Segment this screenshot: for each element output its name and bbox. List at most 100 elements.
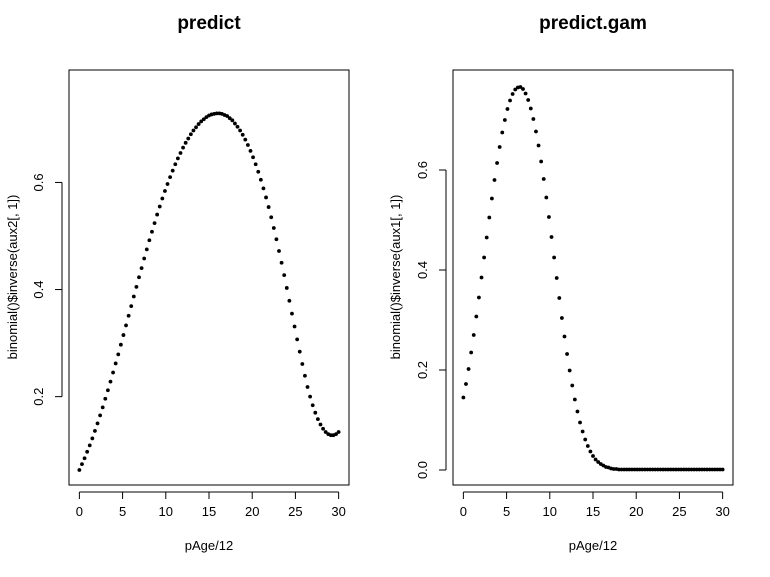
data-point [144,247,149,252]
data-point [131,294,136,299]
y-axis-label: binomial()$inverse(aux1[, 1]) [388,195,403,360]
data-points [77,111,341,472]
data-point [492,178,497,182]
data-point [196,122,201,126]
data-point [521,87,525,91]
x-tick-label: 30 [715,504,729,519]
chart-title: predict [177,13,241,34]
x-tick-label: 15 [586,504,600,519]
data-point [261,186,266,191]
x-tick-label: 10 [543,504,557,519]
x-tick-label: 15 [202,504,216,519]
data-point [173,162,178,167]
data-point [466,367,471,371]
data-point [580,429,585,434]
data-point [245,143,250,147]
data-point [318,422,323,427]
y-tick-label: 0.6 [31,173,46,191]
x-tick-label: 30 [331,504,345,519]
data-point [238,128,243,133]
data-point [116,352,121,357]
data-point [284,286,289,290]
y-tick-label: 0.6 [415,161,430,179]
data-point [310,403,315,408]
y-tick-label: 0.4 [31,281,46,299]
data-point [323,430,328,434]
data-point [513,87,518,92]
data-point [315,417,320,422]
data-point [227,116,232,121]
data-point [77,468,82,472]
data-point [497,145,502,149]
data-point [471,333,476,337]
data-point [487,215,492,220]
data-point [248,148,253,153]
x-tick-label: 5 [503,504,510,519]
y-tick-label: 0.0 [415,461,430,479]
x-tick-label: 0 [460,504,467,519]
data-points [461,85,725,472]
data-point [575,409,580,414]
data-point [152,221,157,226]
data-point [518,85,523,89]
data-point [150,229,154,234]
data-point [591,454,595,458]
data-point [256,169,261,174]
data-point [95,421,100,426]
data-point [541,177,546,181]
data-point [87,443,92,448]
data-point [482,255,487,260]
data-point [464,382,468,386]
data-point [188,132,193,137]
data-point [336,430,341,434]
data-point [277,249,281,253]
data-point [308,394,313,399]
data-point [526,98,531,102]
x-tick-label: 10 [159,504,173,519]
data-point [572,397,577,402]
y-axis: 0.2 0.4 0.6 [31,173,63,406]
y-axis-label: binomial()$inverse(aux2[, 1]) [5,195,20,360]
data-point [90,436,95,441]
data-point [297,349,302,354]
data-point [165,182,170,186]
data-point [124,323,128,328]
data-point [142,256,147,261]
data-point [502,118,507,122]
data-point [225,114,230,118]
data-point [531,117,536,121]
data-point [163,189,167,193]
data-point [461,395,466,400]
data-point [469,350,474,355]
data-point [500,130,505,135]
data-point [565,352,569,356]
data-point [168,175,173,179]
chart-title: predict.gam [539,13,647,34]
data-point [181,145,185,150]
x-tick-label: 25 [672,504,686,519]
data-point [290,311,294,316]
data-point [147,238,152,243]
panel-left: predict 0 5 10 15 20 25 30 0.2 0.4 0.6 pAge/12 b… [5,13,350,553]
data-point [544,195,549,200]
data-point [477,295,481,300]
x-axis-label: pAge/12 [569,538,617,553]
data-point [274,237,279,242]
data-point [201,117,206,122]
data-point [103,396,108,401]
x-tick-label: 20 [245,504,259,519]
data-point [321,426,325,431]
data-point [287,298,292,303]
data-point [137,275,141,280]
data-point [155,212,160,217]
data-point [100,405,105,410]
data-point [489,196,494,201]
data-point [505,107,510,111]
data-point [523,91,528,96]
data-point [510,92,515,96]
data-point [536,143,541,148]
x-axis-label: pAge/12 [185,538,233,553]
data-point [230,118,235,123]
